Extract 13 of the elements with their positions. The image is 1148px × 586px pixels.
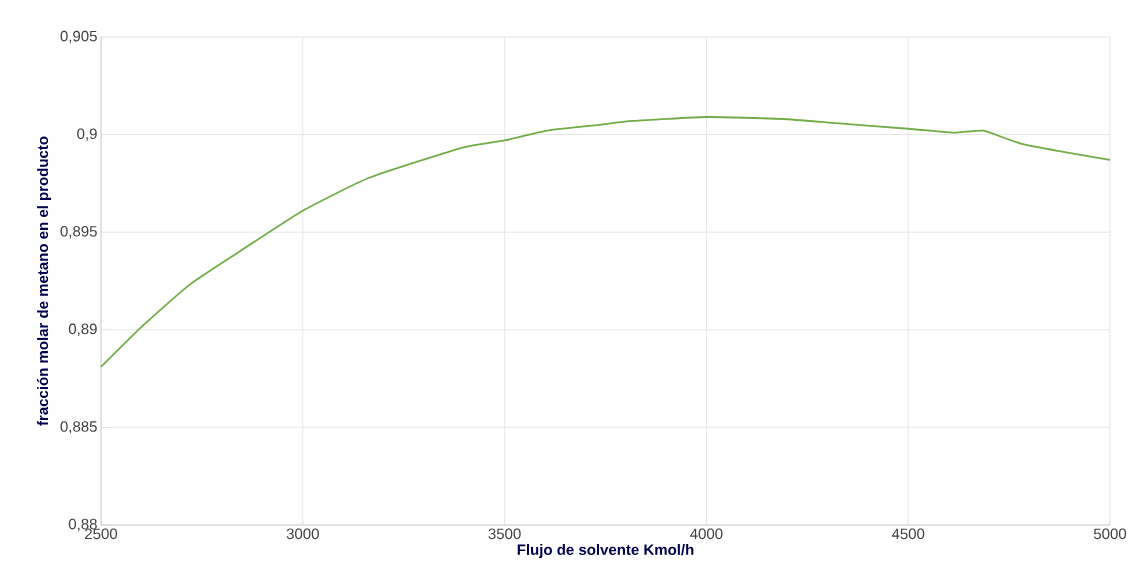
x-axis-title: Flujo de solvente Kmol/h — [517, 544, 694, 558]
line-series — [100, 116, 1111, 368]
x-tick-label: 5000 — [1093, 528, 1127, 540]
x-tick-label: 3000 — [286, 528, 319, 540]
y-tick-label: 0,885 — [60, 421, 97, 434]
y-tick-label: 0,905 — [60, 30, 97, 44]
y-tick-label: 0,89 — [68, 323, 97, 336]
x-tick-label: 4000 — [690, 528, 723, 540]
x-tick-label: 3500 — [488, 528, 521, 540]
y-axis-title: fracción molar de metano en el producto — [36, 136, 52, 426]
y-tick-label: 0,9 — [77, 128, 97, 141]
y-tick-label: 0,895 — [60, 225, 97, 239]
x-tick-label: 4500 — [891, 528, 925, 540]
